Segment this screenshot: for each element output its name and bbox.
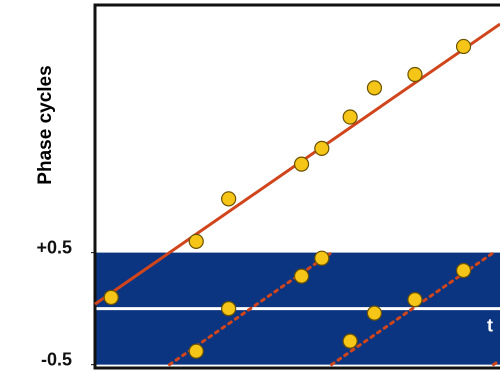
data-point bbox=[188, 343, 204, 359]
data-point bbox=[221, 191, 237, 207]
data-point bbox=[342, 333, 358, 349]
data-point bbox=[293, 156, 310, 172]
data-point bbox=[407, 292, 423, 308]
data-point bbox=[188, 233, 204, 249]
frame bbox=[93, 3, 500, 370]
data-point bbox=[366, 80, 383, 96]
data-point bbox=[342, 109, 358, 125]
x-axis-label: t bbox=[487, 315, 493, 335]
y-tick-label: -0.5 bbox=[41, 349, 72, 369]
data-point bbox=[103, 289, 119, 306]
data-point bbox=[455, 262, 472, 279]
data-point bbox=[455, 38, 472, 55]
data-point bbox=[366, 305, 383, 321]
data-point bbox=[314, 140, 330, 157]
y-tick-label: +0.5 bbox=[36, 237, 72, 257]
data-point bbox=[221, 301, 237, 317]
data-point bbox=[293, 268, 310, 284]
y-axis-label: Phase cycles bbox=[35, 65, 56, 184]
data-point bbox=[314, 250, 330, 266]
data-point bbox=[407, 66, 423, 83]
